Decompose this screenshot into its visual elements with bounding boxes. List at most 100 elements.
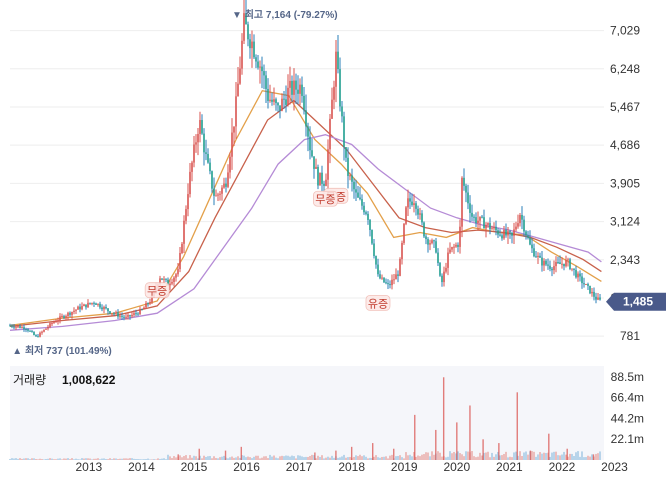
volume-bar bbox=[247, 456, 249, 460]
volume-spike bbox=[198, 448, 200, 460]
volume-bar bbox=[107, 459, 109, 460]
volume-bar bbox=[365, 456, 367, 460]
volume-bar bbox=[109, 458, 111, 460]
candle-body bbox=[301, 84, 303, 96]
volume-bar bbox=[415, 456, 417, 460]
candle-body bbox=[215, 195, 217, 197]
volume-bar bbox=[491, 452, 493, 460]
candle-body bbox=[509, 231, 511, 233]
volume-bar bbox=[451, 453, 453, 460]
volume-bar bbox=[259, 458, 261, 460]
volume-bar bbox=[465, 451, 467, 460]
candle-body bbox=[221, 187, 223, 194]
candle-body bbox=[257, 61, 259, 68]
candle-body bbox=[373, 243, 375, 257]
volume-spike bbox=[240, 446, 242, 460]
volume-bar bbox=[551, 452, 553, 460]
candle-body bbox=[595, 296, 597, 300]
volume-bar bbox=[51, 458, 53, 460]
volume-spike bbox=[498, 443, 500, 460]
candle-body bbox=[139, 309, 141, 315]
volume-bar bbox=[421, 454, 423, 460]
candle-body bbox=[23, 327, 25, 330]
volume-bar bbox=[463, 456, 465, 460]
volume-bar bbox=[371, 458, 373, 460]
candle-body bbox=[481, 216, 483, 218]
candle-body bbox=[357, 192, 359, 198]
volume-bar bbox=[513, 452, 515, 460]
volume-bar bbox=[73, 459, 75, 460]
volume-bar bbox=[249, 457, 251, 460]
volume-bar bbox=[433, 454, 435, 460]
volume-bar bbox=[243, 455, 245, 460]
candle-body bbox=[179, 253, 181, 270]
volume-spike bbox=[393, 448, 395, 460]
candle-body bbox=[173, 277, 175, 283]
volume-bar bbox=[85, 458, 87, 460]
volume-bar bbox=[515, 451, 517, 460]
volume-bar bbox=[577, 451, 579, 460]
volume-bar bbox=[381, 456, 383, 460]
volume-bar bbox=[445, 457, 447, 460]
candle-body bbox=[521, 214, 523, 220]
volume-bar bbox=[157, 458, 159, 460]
candle-body bbox=[363, 205, 365, 213]
volume-bar bbox=[353, 456, 355, 460]
candle-body bbox=[321, 172, 323, 184]
candle-body bbox=[359, 197, 361, 200]
candle-body bbox=[41, 331, 43, 333]
volume-bar bbox=[453, 451, 455, 460]
candle-body bbox=[415, 203, 417, 209]
candle-body bbox=[361, 199, 363, 206]
volume-spike bbox=[482, 439, 484, 460]
event-marker-bg bbox=[365, 295, 391, 311]
volume-bar bbox=[289, 456, 291, 460]
volume-bar bbox=[123, 458, 125, 460]
year-tick-label: 2018 bbox=[338, 460, 365, 474]
candle-body bbox=[31, 331, 33, 333]
candle-body bbox=[35, 335, 37, 337]
volume-bar bbox=[9, 458, 11, 460]
volume-bar bbox=[339, 457, 341, 460]
volume-bar bbox=[331, 455, 333, 460]
candle-body bbox=[393, 279, 395, 281]
volume-bar bbox=[585, 457, 587, 460]
candle-body bbox=[243, 13, 245, 41]
volume-bar bbox=[281, 455, 283, 460]
volume-bar bbox=[547, 452, 549, 460]
candle-body bbox=[77, 306, 79, 310]
volume-bar bbox=[137, 459, 139, 460]
volume-bar bbox=[223, 455, 225, 460]
volume-bar bbox=[295, 458, 297, 460]
volume-bar bbox=[407, 455, 409, 460]
candle-body bbox=[169, 283, 171, 286]
candle-body bbox=[463, 177, 465, 186]
volume-bar bbox=[571, 453, 573, 460]
volume-bar bbox=[191, 457, 193, 460]
candle-body bbox=[43, 329, 45, 332]
volume-bar bbox=[239, 457, 241, 460]
volume-bar bbox=[61, 459, 63, 460]
volume-bar bbox=[185, 455, 187, 460]
candle-body bbox=[401, 242, 403, 260]
volume-bar bbox=[373, 456, 375, 460]
candle-body bbox=[489, 223, 491, 230]
candle-body bbox=[81, 306, 83, 310]
volume-bar bbox=[431, 451, 433, 460]
candle-body bbox=[469, 203, 471, 213]
candle-body bbox=[403, 223, 405, 243]
candle-body bbox=[561, 263, 563, 265]
candle-body bbox=[573, 268, 575, 270]
volume-bar bbox=[159, 458, 161, 460]
volume-bar bbox=[103, 458, 105, 460]
volume-bar bbox=[71, 458, 73, 460]
price-tick-label: 3,905 bbox=[610, 176, 640, 190]
candle-body bbox=[583, 283, 585, 285]
candle-body bbox=[27, 329, 29, 331]
volume-bar bbox=[505, 451, 507, 460]
volume-bar bbox=[229, 457, 231, 460]
moving-average-line bbox=[9, 134, 602, 331]
candle-body bbox=[183, 220, 185, 244]
volume-bar bbox=[507, 457, 509, 460]
candle-body bbox=[425, 236, 427, 240]
